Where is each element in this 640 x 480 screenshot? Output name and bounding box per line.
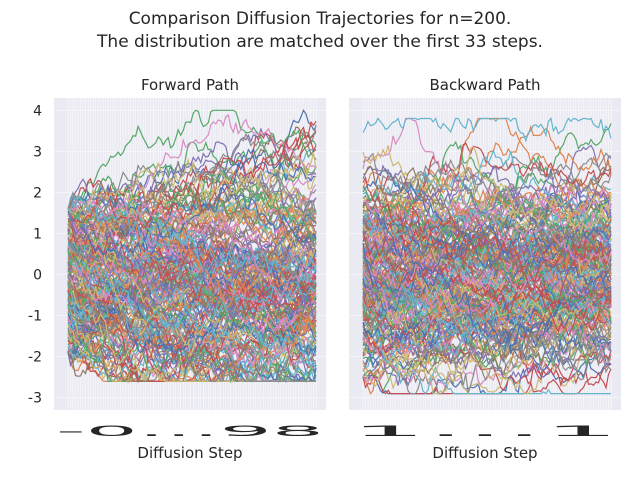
trajectory-line — [362, 196, 612, 322]
trajectory-line — [362, 344, 611, 395]
trajectory-line — [67, 327, 317, 379]
trajectory-line — [67, 185, 317, 244]
trajectory-line — [67, 253, 317, 358]
forward-path-panel: Forward Path -3 -2 -1 0 1 2 3 4 -0…98 Diffusion… — [28, 76, 326, 462]
trajectory-line — [362, 229, 612, 291]
trajectory-line — [362, 250, 612, 313]
trajectory-line — [362, 182, 612, 236]
trajectory-line — [67, 291, 317, 354]
trajectory-line — [362, 145, 612, 235]
trajectory-line — [67, 134, 317, 229]
y-tick-label: 1 — [33, 226, 42, 242]
trajectory-line — [362, 247, 612, 327]
trajectory-line — [67, 197, 317, 296]
figure-title-line1: Comparison Diffusion Trajectories for n=… — [129, 9, 512, 29]
backward-x-tick-labels: 1…1 — [351, 424, 619, 440]
trajectory-line — [362, 194, 612, 313]
backward-x-axis-label: Diffusion Step — [432, 444, 537, 462]
trajectory-line — [67, 207, 317, 327]
trajectory-line — [362, 140, 612, 232]
trajectory-line — [67, 114, 317, 220]
trajectory-line — [362, 172, 612, 228]
trajectory-line — [67, 306, 317, 382]
trajectory-line — [362, 152, 612, 201]
y-tick-label: -3 — [28, 391, 42, 407]
figure-title-line2: The distribution are matched over the fi… — [96, 32, 543, 52]
trajectory-line — [67, 154, 316, 239]
y-tick-label: 0 — [33, 268, 42, 284]
trajectory-line — [362, 296, 612, 357]
y-tick-label: -2 — [28, 350, 42, 366]
trajectory-line — [362, 142, 612, 211]
forward-traces — [67, 108, 317, 384]
trajectory-line — [362, 273, 612, 381]
trajectory-line — [362, 177, 612, 265]
trajectory-line — [362, 207, 612, 286]
trajectory-line — [67, 208, 317, 320]
y-tick-label: 2 — [33, 185, 42, 201]
trajectory-line — [67, 180, 317, 239]
trajectory-line — [67, 197, 317, 303]
trajectory-line — [67, 209, 317, 293]
trajectory-line — [67, 187, 317, 260]
trajectory-line — [67, 273, 317, 382]
backward-path-title: Backward Path — [429, 76, 540, 94]
trajectory-line — [67, 109, 317, 223]
trajectory-line — [67, 297, 317, 383]
y-tick-label: 3 — [33, 144, 42, 160]
backward-traces — [362, 117, 612, 395]
forward-x-tick-labels: -0…98 — [56, 424, 324, 440]
trajectory-line — [362, 209, 612, 269]
trajectory-line — [362, 164, 612, 218]
forward-path-title: Forward Path — [141, 76, 239, 94]
trajectory-line — [362, 264, 612, 325]
y-tick-label: -1 — [28, 309, 42, 325]
forward-x-axis-label: Diffusion Step — [137, 444, 242, 462]
trajectory-line — [362, 117, 612, 143]
y-tick-label: 4 — [33, 103, 42, 119]
trajectory-line — [67, 156, 317, 214]
backward-path-panel: Backward Path 1…1 Diffusion Step — [349, 76, 621, 462]
trajectory-line — [67, 269, 317, 332]
trajectory-line — [362, 222, 612, 315]
trajectory-line — [67, 197, 317, 300]
trajectory-line — [67, 124, 317, 220]
forward-y-axis: -3 -2 -1 0 1 2 3 4 — [28, 103, 42, 406]
trajectory-line — [362, 306, 612, 395]
trajectory-line — [67, 230, 317, 377]
trajectory-line — [67, 282, 317, 357]
